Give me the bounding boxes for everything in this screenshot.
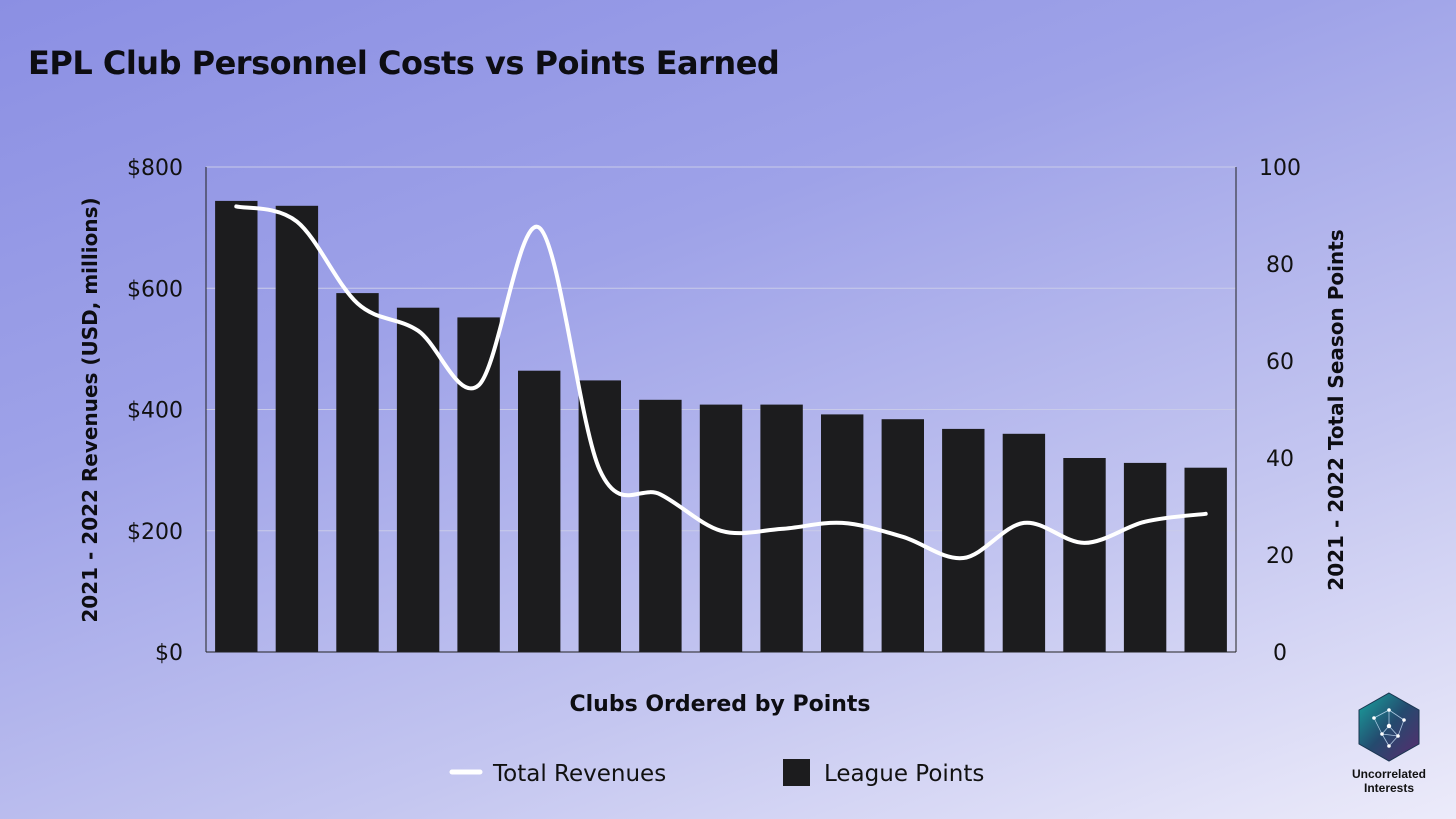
right-tick-label: 100 (1259, 156, 1301, 181)
revenue-line-layer (234, 204, 1208, 561)
brand-logo (1352, 690, 1426, 768)
bar-league-points (699, 404, 743, 652)
bar-league-points (1002, 433, 1046, 653)
right-tick-label: 80 (1266, 253, 1294, 278)
bar-league-points (275, 205, 319, 653)
right-tick-labels: 0 20 40 60 80 100 (1259, 156, 1301, 666)
chart-title: EPL Club Personnel Costs vs Points Earne… (28, 44, 780, 82)
network-hexagon-icon (1358, 692, 1420, 762)
legend-label-total-revenues: Total Revenues (492, 761, 666, 787)
bar-league-points (215, 200, 258, 652)
legend-label-league-points: League Points (824, 761, 984, 787)
right-tick-label: 20 (1266, 544, 1294, 569)
bar-league-points (1123, 462, 1167, 652)
legend-bar-swatch (783, 759, 810, 786)
right-tick-label: 40 (1266, 447, 1294, 472)
left-tick-label: $800 (127, 156, 183, 181)
bar-league-points (821, 414, 864, 652)
bar-league-points (396, 307, 440, 652)
brand-name-line2: Interests (1363, 781, 1415, 795)
y-axis-label-right: 2021 - 2022 Total Season Points (1324, 229, 1348, 590)
left-tick-labels: $0 $200 $400 $600 $800 (127, 156, 183, 666)
bar-league-points (639, 399, 682, 652)
bars (215, 200, 1227, 653)
axes (205, 167, 1237, 653)
brand-name: Uncorrelated Interests (1340, 767, 1438, 795)
y-axis-label-left: 2021 - 2022 Revenues (USD, millions) (78, 197, 102, 622)
right-tick-label: 60 (1266, 350, 1294, 375)
bar-league-points (942, 428, 985, 652)
left-tick-label: $600 (127, 277, 183, 302)
bar-league-points (1184, 467, 1227, 652)
right-tick-label: 0 (1273, 641, 1287, 666)
left-tick-label: $200 (127, 520, 183, 545)
bar-league-points (457, 317, 500, 652)
brand-name-line1: Uncorrelated (1351, 767, 1427, 781)
legend: Total Revenues League Points (449, 759, 984, 787)
x-axis-label: Clubs Ordered by Points (569, 692, 870, 717)
bar-league-points (1063, 458, 1106, 652)
left-tick-label: $0 (155, 641, 183, 666)
bar-league-points (518, 370, 561, 652)
left-tick-label: $400 (127, 399, 183, 424)
bar-league-points (336, 293, 379, 652)
